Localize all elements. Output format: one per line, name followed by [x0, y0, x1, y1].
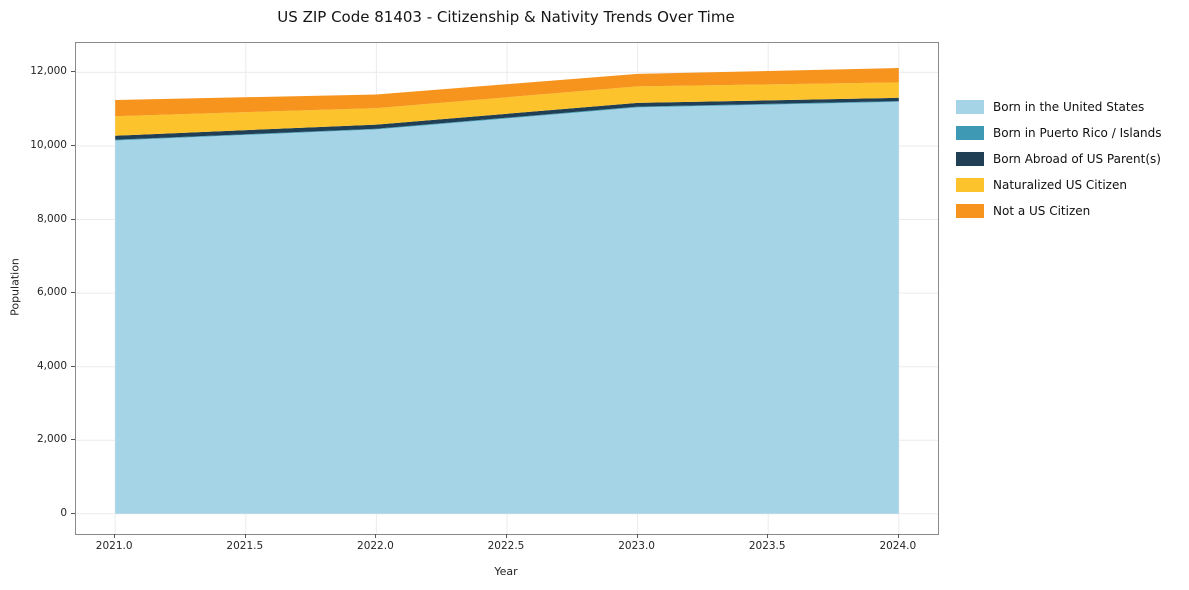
- x-tick-label: 2024.0: [879, 540, 917, 552]
- y-tick-mark: [71, 218, 75, 220]
- legend-swatch: [956, 178, 984, 192]
- legend-label: Naturalized US Citizen: [993, 178, 1127, 192]
- y-tick-label: 8,000: [36, 212, 67, 225]
- x-tick-label: 2023.0: [618, 540, 655, 552]
- legend-item: Not a US Citizen: [956, 204, 1162, 218]
- y-tick-label: 12,000: [30, 65, 67, 78]
- y-tick-label: 6,000: [36, 286, 67, 299]
- x-tick-mark: [506, 534, 507, 538]
- legend-item: Naturalized US Citizen: [956, 178, 1162, 192]
- y-tick-mark: [71, 71, 75, 73]
- legend-swatch: [956, 204, 984, 218]
- x-tick-label: 2022.5: [487, 540, 525, 552]
- x-tick-mark: [767, 534, 769, 538]
- legend-label: Not a US Citizen: [993, 204, 1091, 218]
- legend-label: Born in the United States: [993, 100, 1145, 114]
- y-tick-label: 0: [60, 506, 67, 519]
- legend-swatch: [956, 152, 984, 166]
- legend-label: Born in Puerto Rico / Islands: [993, 126, 1162, 140]
- plot-area: [75, 42, 939, 535]
- chart-title: US ZIP Code 81403 - Citizenship & Nativi…: [277, 8, 735, 26]
- legend-item: Born Abroad of US Parent(s): [956, 152, 1162, 166]
- y-tick-mark: [71, 439, 75, 441]
- y-tick-label: 10,000: [30, 138, 67, 151]
- legend-label: Born Abroad of US Parent(s): [993, 152, 1161, 166]
- y-tick-mark: [71, 365, 75, 367]
- legend-swatch: [956, 126, 984, 140]
- x-axis-label: Year: [494, 565, 518, 578]
- legend: Born in the United States Born in Puerto …: [956, 100, 1162, 218]
- stacked-area-chart: [76, 43, 938, 534]
- x-tick-label: 2021.5: [226, 540, 264, 552]
- x-tick-mark: [375, 534, 377, 538]
- x-tick-label: 2022.0: [357, 540, 394, 552]
- x-tick-label: 2023.5: [748, 540, 786, 552]
- y-tick-label: 4,000: [36, 359, 67, 372]
- x-tick-label: 2021.0: [95, 540, 133, 552]
- x-tick-mark: [114, 534, 116, 538]
- x-tick-mark: [244, 534, 246, 538]
- x-tick-mark: [897, 534, 899, 538]
- legend-item: Born in the United States: [956, 100, 1162, 114]
- y-tick-mark: [71, 144, 75, 146]
- x-tick-mark: [636, 534, 638, 538]
- y-tick-label: 2,000: [36, 433, 67, 446]
- y-tick-mark: [71, 292, 75, 294]
- legend-item: Born in Puerto Rico / Islands: [956, 126, 1162, 140]
- legend-swatch: [956, 100, 984, 114]
- y-tick-mark: [71, 512, 75, 514]
